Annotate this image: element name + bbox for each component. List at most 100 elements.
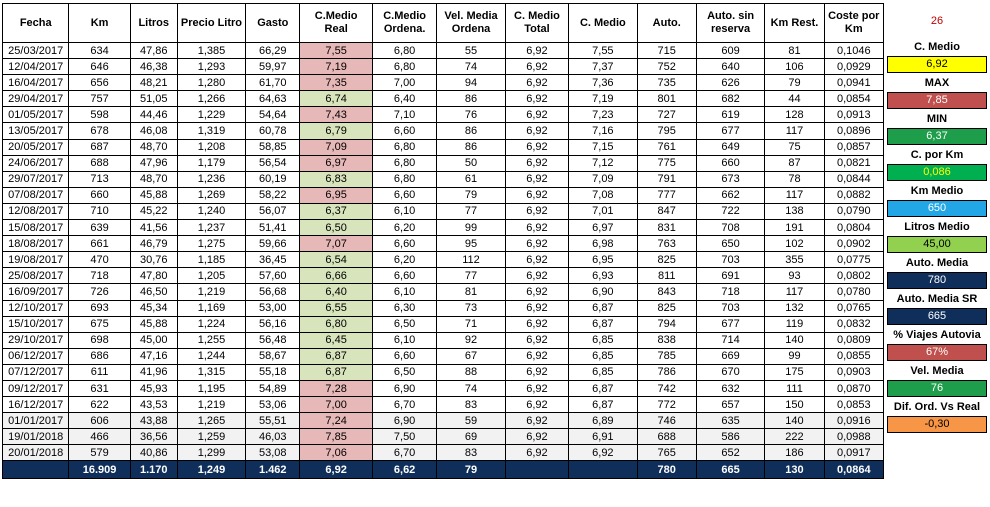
table-cell[interactable]: 6,30 — [371, 299, 438, 317]
table-cell[interactable]: 60,19 — [245, 170, 301, 188]
table-cell[interactable]: 6,92 — [504, 74, 570, 92]
table-cell[interactable]: 6,80 — [371, 138, 438, 156]
column-header[interactable]: Vel. Media Ordena — [436, 3, 506, 43]
table-cell[interactable]: 1,195 — [176, 379, 247, 398]
table-cell[interactable]: 7,55 — [568, 41, 638, 60]
table-cell[interactable]: 45,88 — [129, 315, 178, 333]
table-cell[interactable]: 67 — [436, 347, 506, 365]
column-header[interactable]: Fecha — [1, 3, 70, 43]
table-cell[interactable]: 611 — [68, 363, 131, 381]
table-cell[interactable]: 117 — [764, 186, 825, 204]
table-cell[interactable]: 763 — [636, 235, 697, 253]
table-cell[interactable]: 12/10/2017 — [1, 299, 70, 317]
table-cell[interactable]: 46,38 — [129, 58, 178, 76]
table-cell[interactable]: 1,169 — [176, 299, 247, 317]
table-cell[interactable]: 831 — [636, 219, 697, 237]
summary-value[interactable]: 780 — [887, 272, 987, 289]
table-cell[interactable]: 6,92 — [504, 202, 570, 221]
table-cell[interactable]: 6,90 — [371, 412, 438, 430]
table-cell[interactable]: 25/08/2017 — [1, 267, 70, 285]
table-cell[interactable]: 6,74 — [299, 90, 373, 108]
table-cell[interactable]: 6,50 — [371, 315, 438, 333]
table-cell[interactable]: 44,46 — [129, 106, 178, 124]
table-cell[interactable]: 7,36 — [568, 74, 638, 92]
column-header[interactable]: C.Medio Ordena. — [371, 3, 438, 43]
table-cell[interactable]: 92 — [436, 331, 506, 349]
table-cell[interactable]: 0,0896 — [823, 122, 885, 140]
total-cell[interactable] — [504, 460, 570, 480]
total-cell[interactable]: 6,92 — [299, 460, 373, 480]
table-cell[interactable]: 56,16 — [245, 315, 301, 333]
table-cell[interactable]: 50 — [436, 154, 506, 172]
summary-value[interactable]: 6,92 — [887, 56, 987, 73]
table-cell[interactable]: 07/08/2017 — [1, 186, 70, 204]
total-cell[interactable]: 1.462 — [245, 460, 301, 480]
table-cell[interactable]: 691 — [695, 267, 766, 285]
table-cell[interactable]: 703 — [695, 299, 766, 317]
table-cell[interactable]: 186 — [764, 444, 825, 462]
table-cell[interactable]: 606 — [68, 412, 131, 430]
table-cell[interactable]: 735 — [636, 74, 697, 92]
table-cell[interactable]: 0,0765 — [823, 299, 885, 317]
table-cell[interactable]: 01/05/2017 — [1, 106, 70, 124]
table-cell[interactable]: 77 — [436, 267, 506, 285]
table-cell[interactable]: 772 — [636, 396, 697, 414]
table-cell[interactable]: 150 — [764, 396, 825, 414]
table-cell[interactable]: 138 — [764, 202, 825, 221]
table-cell[interactable]: 06/12/2017 — [1, 347, 70, 365]
table-cell[interactable]: 626 — [695, 74, 766, 92]
table-cell[interactable]: 710 — [68, 202, 131, 221]
table-cell[interactable]: 6,50 — [299, 219, 373, 237]
table-cell[interactable]: 708 — [695, 219, 766, 237]
table-cell[interactable]: 0,0821 — [823, 154, 885, 172]
table-cell[interactable]: 6,92 — [504, 379, 570, 398]
table-cell[interactable]: 1,259 — [176, 428, 247, 446]
table-cell[interactable]: 01/01/2017 — [1, 412, 70, 430]
table-cell[interactable]: 6,92 — [504, 58, 570, 76]
table-cell[interactable]: 18/08/2017 — [1, 235, 70, 253]
table-cell[interactable]: 6,87 — [568, 299, 638, 317]
table-cell[interactable]: 6,89 — [568, 412, 638, 430]
summary-value[interactable]: 6,37 — [887, 128, 987, 145]
table-cell[interactable]: 1,275 — [176, 235, 247, 253]
table-cell[interactable]: 742 — [636, 379, 697, 398]
column-header[interactable]: C. Medio Total — [504, 3, 570, 43]
total-cell[interactable]: 16.909 — [68, 460, 131, 480]
table-cell[interactable]: 29/04/2017 — [1, 90, 70, 108]
table-cell[interactable]: 794 — [636, 315, 697, 333]
corner-cell[interactable]: 26 — [930, 15, 944, 27]
total-cell[interactable] — [568, 460, 638, 480]
table-cell[interactable]: 140 — [764, 331, 825, 349]
table-cell[interactable]: 1,299 — [176, 444, 247, 462]
table-cell[interactable]: 7,08 — [568, 186, 638, 204]
table-cell[interactable]: 7,12 — [568, 154, 638, 172]
table-cell[interactable]: 7,50 — [371, 428, 438, 446]
table-cell[interactable]: 83 — [436, 396, 506, 414]
table-cell[interactable]: 757 — [68, 90, 131, 108]
table-cell[interactable]: 726 — [68, 283, 131, 301]
table-cell[interactable]: 29/10/2017 — [1, 331, 70, 349]
table-cell[interactable]: 775 — [636, 154, 697, 172]
table-cell[interactable]: 7,10 — [371, 106, 438, 124]
table-cell[interactable]: 51,05 — [129, 90, 178, 108]
table-cell[interactable]: 191 — [764, 219, 825, 237]
table-cell[interactable]: 634 — [68, 41, 131, 60]
table-cell[interactable]: 73 — [436, 299, 506, 317]
table-cell[interactable]: 714 — [695, 331, 766, 349]
table-cell[interactable]: 16/04/2017 — [1, 74, 70, 92]
table-cell[interactable]: 43,53 — [129, 396, 178, 414]
table-cell[interactable]: 652 — [695, 444, 766, 462]
table-cell[interactable]: 24/06/2017 — [1, 154, 70, 172]
table-cell[interactable]: 6,60 — [371, 347, 438, 365]
table-cell[interactable]: 54,64 — [245, 106, 301, 124]
table-cell[interactable]: 76 — [436, 106, 506, 124]
table-cell[interactable]: 6,79 — [299, 122, 373, 140]
table-cell[interactable]: 6,60 — [371, 186, 438, 204]
table-cell[interactable]: 6,50 — [371, 363, 438, 381]
table-cell[interactable]: 79 — [764, 74, 825, 92]
table-cell[interactable]: 36,56 — [129, 428, 178, 446]
table-cell[interactable]: 7,00 — [371, 74, 438, 92]
table-cell[interactable]: 0,1046 — [823, 41, 885, 60]
table-cell[interactable]: 632 — [695, 379, 766, 398]
table-cell[interactable]: 12/08/2017 — [1, 202, 70, 221]
